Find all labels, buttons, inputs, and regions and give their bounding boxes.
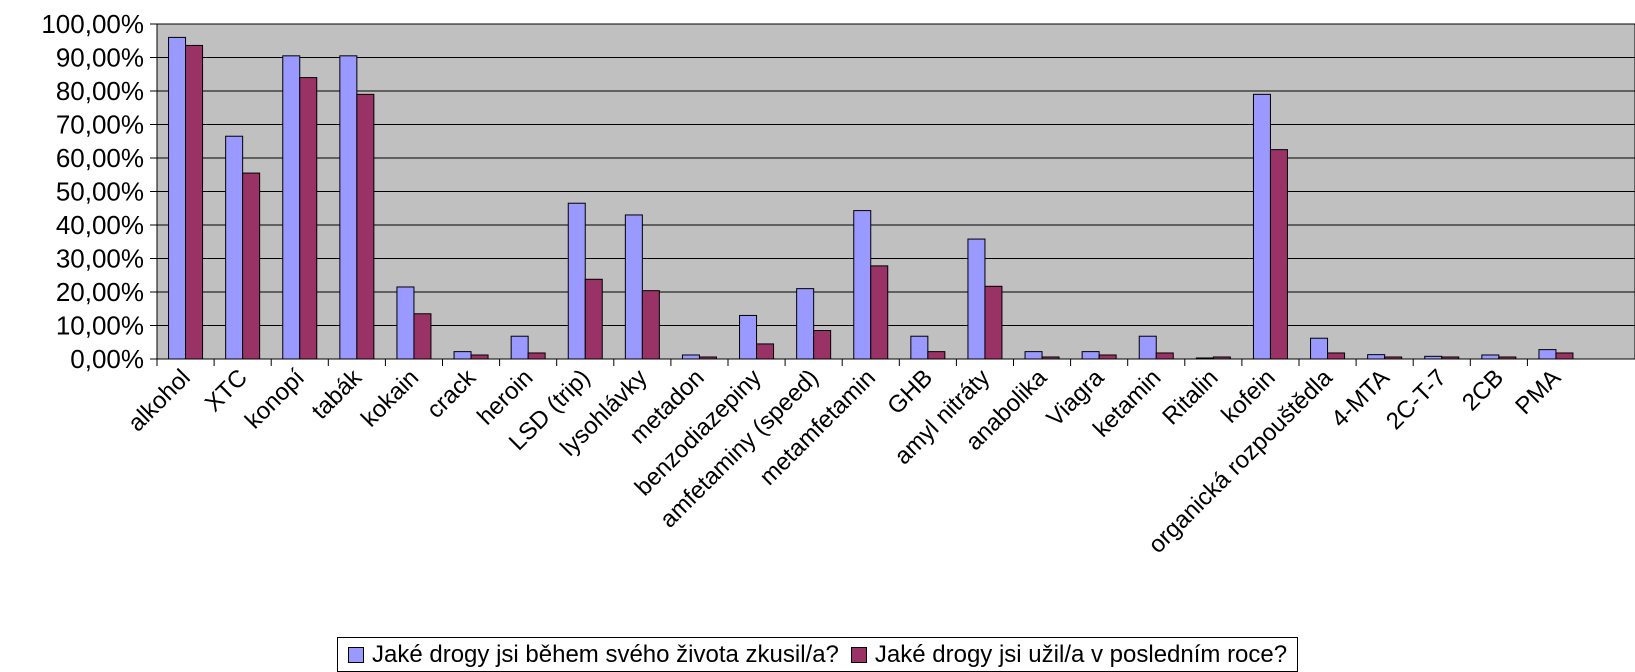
bar-last-year <box>413 313 432 360</box>
legend-swatch-lifetime <box>348 646 364 663</box>
bar-lifetime <box>453 351 472 360</box>
legend: Jaké drogy jsi během svého života zkusil… <box>337 637 1299 672</box>
bar-lifetime <box>396 286 415 360</box>
x-axis: alkohol XTCkonopítabákkokaincrackheroinLS… <box>123 358 1635 559</box>
y-tick-label: 10,00% <box>56 311 144 341</box>
bar-lifetime <box>967 238 986 360</box>
bar-last-year <box>984 285 1003 360</box>
bar-last-year <box>1155 352 1174 360</box>
bar-lifetime <box>853 210 872 360</box>
legend-swatch-last-year <box>850 646 867 663</box>
bar-last-year <box>756 343 775 360</box>
y-tick-label: 80,00% <box>56 76 144 106</box>
bar-lifetime <box>339 55 358 360</box>
bar-lifetime <box>796 288 815 360</box>
bar-last-year <box>299 77 318 360</box>
x-tick-label: 4-MTA <box>1326 364 1395 433</box>
bar-last-year <box>927 351 946 360</box>
bar-lifetime <box>1138 335 1157 360</box>
bar-lifetime <box>1481 354 1500 360</box>
bar-last-year <box>1098 354 1117 360</box>
bar-lifetime <box>225 135 244 360</box>
x-tick-label: PMA <box>1510 364 1566 420</box>
x-tick-label: kokain <box>356 364 424 432</box>
bar-last-year <box>470 354 489 360</box>
bar-last-year <box>527 352 546 360</box>
bar-lifetime <box>910 335 929 360</box>
bar-last-year <box>870 265 889 360</box>
bar-last-year <box>1269 149 1288 360</box>
bar-last-year <box>641 290 660 360</box>
y-tick-label: 70,00% <box>56 110 144 140</box>
bar-last-year <box>242 172 261 360</box>
legend-label-last-year: Jaké drogy jsi užil/a v posledním roce? <box>874 640 1288 668</box>
bar-last-year <box>1555 352 1574 360</box>
y-tick-label: 20,00% <box>56 277 144 307</box>
x-tick-label: Ritalin <box>1157 364 1223 430</box>
legend-item-lifetime: Jaké drogy jsi během svého života zkusil… <box>348 641 839 669</box>
bar-lifetime <box>624 214 643 360</box>
y-axis: 0,00%10,00% 20,00%30,00% 40,00%50,00% 60,00… <box>41 9 158 374</box>
bar-last-year <box>1327 352 1346 360</box>
x-tick-label: 2C-T-7 <box>1381 364 1452 435</box>
bar-last-year <box>584 278 603 360</box>
bars <box>168 36 1574 360</box>
bar-lifetime <box>282 55 301 360</box>
bar-lifetime <box>567 202 586 360</box>
bar-lifetime <box>1310 337 1329 360</box>
bar-last-year <box>356 93 375 360</box>
legend-label-lifetime: Jaké drogy jsi během svého života zkusil… <box>372 640 839 668</box>
bar-lifetime <box>510 335 529 360</box>
bar-lifetime <box>739 314 758 360</box>
bar-lifetime <box>1538 349 1557 360</box>
bar-lifetime <box>1252 93 1271 360</box>
bar-chart: 0,00%10,00% 20,00%30,00% 40,00%50,00% 60,00… <box>41 9 1635 559</box>
y-tick-label: 90,00% <box>56 43 144 73</box>
bar-lifetime <box>1024 351 1043 360</box>
x-tick-label: konopí <box>240 364 310 434</box>
x-tick-label: alkohol <box>123 364 196 437</box>
y-tick-label: 40,00% <box>56 210 144 240</box>
bar-lifetime <box>681 354 700 360</box>
bar-lifetime <box>1081 351 1100 360</box>
legend-item-last-year: Jaké drogy jsi užil/a v posledním roce? <box>850 640 1288 669</box>
y-tick-label: 0,00% <box>70 344 144 374</box>
x-tick-label: 2CB <box>1457 364 1509 416</box>
y-tick-label: 50,00% <box>56 177 144 207</box>
y-tick-label: 60,00% <box>56 143 144 173</box>
bar-lifetime <box>1367 354 1386 360</box>
y-tick-label: 30,00% <box>56 244 144 274</box>
x-tick-label: crack <box>422 363 482 423</box>
bar-last-year <box>185 44 204 360</box>
bar-last-year <box>813 330 832 360</box>
bar-lifetime <box>168 36 187 360</box>
y-tick-label: 100,00% <box>41 9 144 39</box>
